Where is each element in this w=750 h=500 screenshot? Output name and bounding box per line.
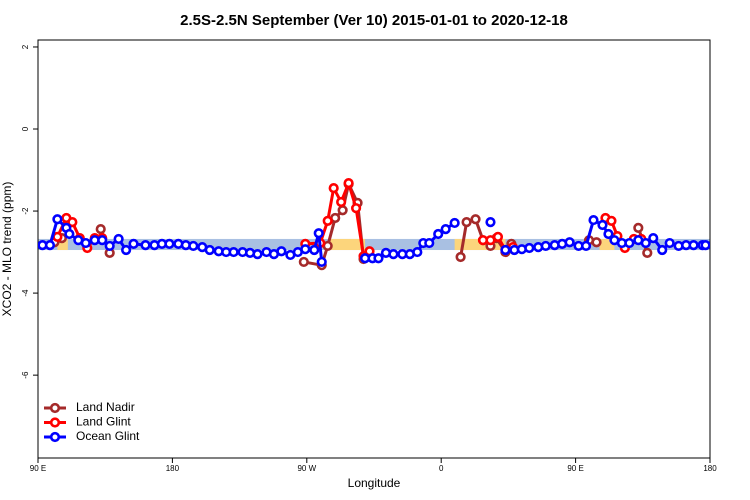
plot-frame <box>37 39 711 459</box>
point <box>316 256 327 268</box>
point <box>580 240 592 252</box>
point <box>640 237 651 249</box>
point <box>492 231 504 242</box>
point <box>440 224 451 235</box>
point <box>140 240 151 251</box>
point <box>449 217 460 229</box>
x-tick-label: 0 <box>439 464 444 473</box>
chart-title: 2.5S-2.5N September (Ver 10) 2015-01-01 … <box>180 12 568 29</box>
legend-label: Land Glint <box>76 415 131 429</box>
legend-label: Ocean Glint <box>76 429 140 443</box>
point <box>300 244 311 255</box>
point <box>664 237 675 249</box>
point <box>298 256 309 268</box>
point <box>343 178 354 189</box>
point <box>373 253 384 264</box>
point <box>164 238 175 249</box>
point <box>633 222 644 233</box>
x-tick-label: 90 E <box>567 464 583 473</box>
point <box>44 240 56 251</box>
point <box>95 224 106 235</box>
y-tick-label: -6 <box>21 371 30 379</box>
point <box>564 237 575 248</box>
y-tick-label: 2 <box>21 44 30 49</box>
point <box>188 240 199 252</box>
point <box>455 251 466 263</box>
point <box>337 205 348 216</box>
point <box>388 249 399 260</box>
point <box>470 214 481 225</box>
point <box>328 182 339 194</box>
point <box>313 228 324 239</box>
point <box>228 246 239 258</box>
point <box>80 237 91 249</box>
point <box>485 217 496 228</box>
point <box>461 217 472 228</box>
point <box>540 240 551 252</box>
band <box>599 238 615 251</box>
point <box>309 244 320 256</box>
point <box>688 240 699 251</box>
point <box>113 233 124 245</box>
point <box>350 203 362 214</box>
x-tick-label: 90 W <box>297 464 316 473</box>
point <box>252 249 263 260</box>
point <box>588 214 599 226</box>
point <box>64 228 75 240</box>
legend-marker <box>49 431 61 443</box>
point <box>336 196 347 208</box>
band <box>454 238 506 251</box>
point <box>657 244 668 256</box>
legend-marker <box>49 402 61 414</box>
point <box>524 242 535 254</box>
point <box>276 246 287 257</box>
point <box>52 231 63 242</box>
band <box>38 238 710 251</box>
point <box>121 244 132 256</box>
point <box>642 247 653 258</box>
point <box>606 215 617 227</box>
legend-label: Land Nadir <box>76 400 135 414</box>
point <box>97 235 108 246</box>
point <box>648 233 659 244</box>
point <box>500 244 511 256</box>
y-tick-label: 0 <box>21 126 30 131</box>
point <box>128 238 139 249</box>
legend-marker <box>49 417 61 428</box>
point <box>104 240 115 252</box>
band <box>57 238 68 251</box>
x-tick-label: 180 <box>703 464 717 473</box>
point <box>700 240 710 251</box>
x-tick-label: 180 <box>166 464 180 473</box>
point <box>591 237 602 248</box>
x-tick-label: 90 E <box>30 464 46 473</box>
point <box>204 244 215 256</box>
point <box>67 217 78 228</box>
series <box>38 214 710 268</box>
point <box>322 215 333 227</box>
point <box>52 214 63 225</box>
point <box>624 237 635 249</box>
point <box>597 219 608 231</box>
band <box>329 238 366 251</box>
y-tick-label: -4 <box>21 289 30 297</box>
point <box>424 237 435 249</box>
y-axis-label: XCO2 - MLO trend (ppm) <box>0 182 14 317</box>
x-axis-label: Longitude <box>348 476 401 490</box>
point <box>412 246 423 258</box>
point <box>433 228 444 240</box>
point <box>603 228 614 240</box>
y-tick-label: -2 <box>21 207 30 215</box>
